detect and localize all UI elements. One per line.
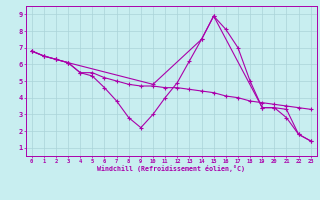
X-axis label: Windchill (Refroidissement éolien,°C): Windchill (Refroidissement éolien,°C) <box>97 165 245 172</box>
